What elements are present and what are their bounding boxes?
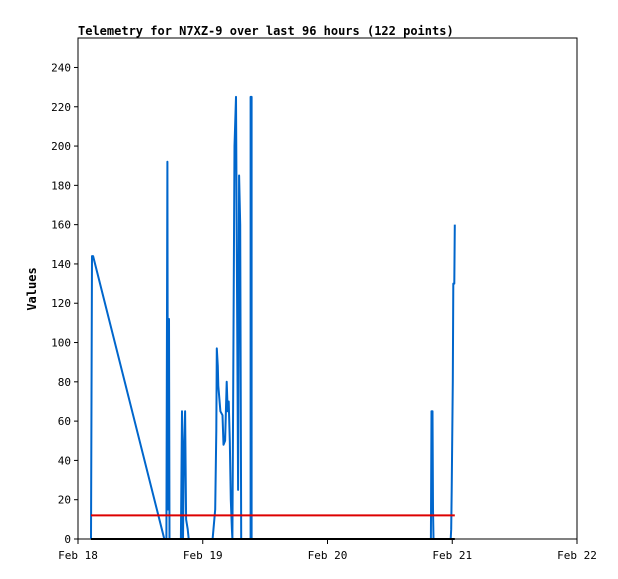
y-tick-label: 60 bbox=[58, 415, 71, 428]
chart-title: Telemetry for N7XZ-9 over last 96 hours … bbox=[78, 24, 454, 38]
x-tick-label: Feb 18 bbox=[58, 549, 98, 562]
y-tick-label: 220 bbox=[51, 101, 71, 114]
y-axis: 0 20 40 60 80 100 120 140 160 180 200 220 240 bbox=[51, 61, 78, 546]
y-tick-label: 180 bbox=[51, 179, 71, 192]
y-tick-label: 80 bbox=[58, 376, 71, 389]
y-tick-label: 240 bbox=[51, 61, 71, 74]
y-tick-label: 40 bbox=[58, 454, 71, 467]
y-tick-label: 120 bbox=[51, 297, 71, 310]
y-tick-label: 160 bbox=[51, 219, 71, 232]
plot-area-frame bbox=[77, 37, 578, 540]
x-tick-label: Feb 22 bbox=[557, 549, 597, 562]
y-tick-label: 100 bbox=[51, 337, 71, 350]
y-tick-label: 0 bbox=[64, 533, 71, 546]
x-axis: Feb 18 Feb 19 Feb 20 Feb 21 Feb 22 bbox=[58, 539, 597, 562]
x-tick-label: Feb 20 bbox=[308, 549, 348, 562]
y-tick-label: 140 bbox=[51, 258, 71, 271]
series-layer bbox=[90, 95, 456, 540]
y-axis-label: Values bbox=[25, 267, 39, 310]
x-tick-label: Feb 21 bbox=[432, 549, 472, 562]
x-tick-label: Feb 19 bbox=[183, 549, 223, 562]
y-tick-label: 20 bbox=[58, 494, 71, 507]
series-line-1 bbox=[90, 95, 456, 540]
y-tick-label: 200 bbox=[51, 140, 71, 153]
